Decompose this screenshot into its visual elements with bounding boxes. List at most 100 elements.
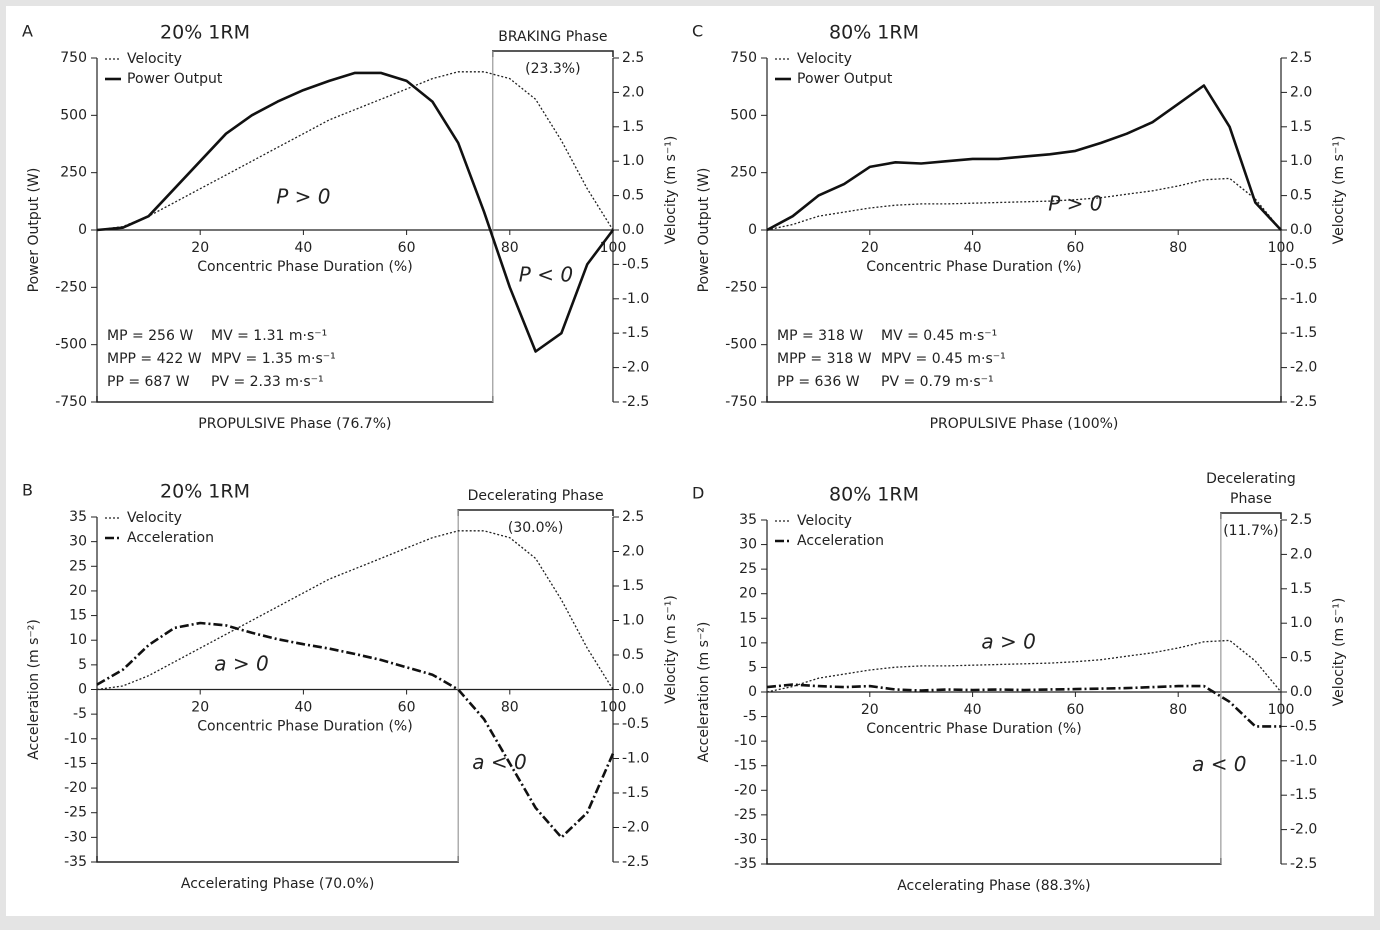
panel-label: D [692,484,704,503]
y2-tick-label: -1.0 [1290,753,1317,769]
y-tick-label: 35 [69,509,87,525]
y2-tick-label: -0.5 [1290,256,1317,272]
y-tick-label: 20 [69,583,87,599]
legend-label: Power Output [127,71,223,87]
y2-tick-label: -2.5 [1290,394,1317,410]
y2-tick-label: -2.0 [622,360,649,376]
x-tick-label: 60 [398,240,416,256]
stat: MPV = 0.45 m·s⁻¹ [881,351,1006,367]
y-tick-label: -35 [734,856,757,872]
series-line [96,530,614,691]
stat: MPP = 422 W [107,351,202,367]
y2-tick-label: -2.0 [1290,822,1317,838]
x-tick-label: 100 [600,700,627,716]
y-tick-label: 750 [730,50,757,66]
legend-label: Power Output [797,71,893,87]
x-tick-label: 40 [964,240,982,256]
legend-label: Velocity [127,51,182,67]
series-line [766,177,1282,231]
x-axis-label: Concentric Phase Duration (%) [866,721,1081,737]
y2-tick-label: 1.0 [622,153,644,169]
y-tick-label: 25 [739,561,757,577]
y-tick-label: 5 [748,659,757,675]
y2-tick-label: 0.5 [622,647,644,663]
y-tick-label: 30 [69,534,87,550]
y-tick-label: 35 [739,512,757,528]
y-tick-label: -500 [725,337,757,353]
series-line [766,84,1282,232]
y2-tick-label: 0.0 [622,682,644,698]
y-axis-label: Acceleration (m s⁻²) [696,622,712,763]
y-tick-label: 0 [78,222,87,238]
stat: PV = 0.79 m·s⁻¹ [881,374,994,390]
y2-tick-label: 2.0 [622,84,644,100]
x-tick-label: 60 [398,700,416,716]
annotation: a < 0 [472,750,526,774]
y-tick-label: -25 [64,805,87,821]
y2-axis-label: Velocity (m s⁻¹) [1331,136,1347,245]
x-axis-label: Concentric Phase Duration (%) [866,259,1081,275]
y-tick-label: -10 [64,731,87,747]
phase-label-line: Decelerating [1206,471,1296,487]
x-tick-label: 80 [1169,702,1187,718]
stat: PP = 636 W [777,374,860,390]
y2-tick-label: -1.5 [1290,787,1317,803]
x-tick-label: 100 [600,240,627,256]
y-tick-label: -750 [55,394,87,410]
y2-tick-label: 1.5 [1290,581,1312,597]
y-tick-label: -20 [734,782,757,798]
annotation: a > 0 [214,651,268,675]
chart-title: 20% 1RM [160,481,250,503]
legend-label: Velocity [127,510,182,526]
y-tick-label: -250 [725,279,757,295]
phase-share: (30.0%) [508,520,563,536]
chart-title: 20% 1RM [160,22,250,44]
y-tick-label: 250 [60,165,87,181]
x-axis-label: Concentric Phase Duration (%) [197,719,412,735]
y-tick-label: 500 [60,107,87,123]
y-axis-label: Acceleration (m s⁻²) [26,619,42,760]
chart-title: 80% 1RM [829,484,919,506]
x-tick-label: 20 [861,702,879,718]
y2-tick-label: -2.5 [622,854,649,870]
y2-tick-label: -1.5 [1290,325,1317,341]
y2-tick-label: -2.5 [622,394,649,410]
y-tick-label: 10 [739,635,757,651]
x-tick-label: 100 [1268,240,1295,256]
y2-tick-label: 0.5 [1290,650,1312,666]
y2-tick-label: 2.0 [622,544,644,560]
stat: PP = 687 W [107,374,190,390]
y2-tick-label: 2.0 [1290,546,1312,562]
phase-share: (23.3%) [525,61,580,77]
y2-tick-label: 2.5 [1290,512,1312,528]
y2-axis-label: Velocity (m s⁻¹) [663,136,679,245]
y-tick-label: 20 [739,586,757,602]
stat: MV = 1.31 m·s⁻¹ [211,328,327,344]
y-tick-label: 25 [69,558,87,574]
y-tick-label: -250 [55,279,87,295]
y2-tick-label: 0.0 [1290,222,1312,238]
y2-tick-label: 1.5 [622,119,644,135]
stat: PV = 2.33 m·s⁻¹ [211,374,324,390]
x-tick-label: 80 [1169,240,1187,256]
y2-tick-label: -1.5 [622,325,649,341]
y2-tick-label: -2.5 [1290,856,1317,872]
chart-title: 80% 1RM [829,22,919,44]
y-tick-label: -25 [734,807,757,823]
y2-axis-label: Velocity (m s⁻¹) [1331,598,1347,707]
stat: MP = 256 W [107,328,193,344]
y-tick-label: 0 [748,222,757,238]
y2-tick-label: 1.5 [622,578,644,594]
y2-tick-label: 1.0 [622,613,644,629]
y-tick-label: 15 [69,608,87,624]
x-tick-label: 60 [1066,702,1084,718]
y2-tick-label: -0.5 [622,256,649,272]
y2-tick-label: 1.0 [1290,153,1312,169]
phase-share: (11.7%) [1223,523,1278,539]
y2-tick-label: 0.5 [622,188,644,204]
y2-tick-label: -2.0 [1290,360,1317,376]
phase-label: PROPULSIVE Phase (100%) [930,416,1119,432]
y-tick-label: 0 [748,684,757,700]
x-tick-label: 40 [294,700,312,716]
